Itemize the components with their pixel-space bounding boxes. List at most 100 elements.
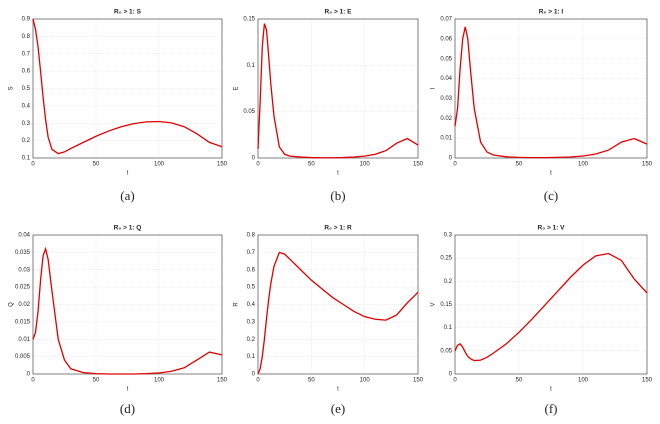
x-tick-label: 100: [154, 162, 165, 168]
y-tick-label: 0.06: [440, 36, 452, 42]
y-tick-label: 0.2: [444, 279, 453, 285]
plot-frame: [257, 234, 419, 375]
y-tick-label: 0.25: [440, 256, 452, 262]
data-line: [454, 26, 648, 159]
subfigure-caption: (d): [120, 401, 135, 416]
y-tick-label: 0: [449, 372, 453, 378]
subfigure-caption: (f): [545, 401, 558, 416]
y-tick-label: 0.8: [22, 34, 31, 40]
data-line: [257, 251, 419, 375]
y-tick-label: 0.01: [440, 136, 452, 142]
x-tick-label: 0: [256, 162, 260, 168]
x-axis-label: t: [337, 171, 339, 177]
y-tick-label: 0.01: [18, 337, 30, 343]
x-axis-label: t: [550, 387, 552, 393]
y-tick-label: 0.035: [15, 250, 31, 256]
y-tick-label: 0.005: [15, 354, 31, 360]
chart-title: R₀ > 1: Q: [114, 225, 142, 232]
y-axis-label: E: [234, 86, 240, 90]
x-tick-label: 150: [413, 378, 424, 384]
x-tick-label: 0: [31, 162, 35, 168]
subfigure-caption: (e): [331, 401, 345, 416]
chart-title: R₀ > 1: E: [325, 9, 353, 16]
y-tick-label: 0.02: [440, 116, 452, 122]
y-tick-label: 0.3: [247, 319, 256, 325]
x-tick-label: 150: [413, 162, 424, 168]
y-tick-label: 0.1: [22, 156, 31, 162]
y-tick-label: 0.6: [22, 69, 31, 75]
y-tick-label: 0.1: [444, 325, 453, 331]
x-tick-label: 50: [516, 162, 523, 168]
plot-frame: [454, 234, 648, 375]
y-tick-label: 0.7: [22, 51, 31, 57]
y-tick-label: 0.02: [18, 302, 30, 308]
x-axis-label: t: [550, 171, 552, 177]
y-tick-label: 0.2: [22, 138, 31, 144]
y-tick-label: 0.4: [22, 103, 31, 109]
y-tick-label: 0: [252, 372, 256, 378]
y-tick-label: 0.3: [444, 233, 453, 239]
y-axis-label: S: [9, 86, 15, 90]
x-tick-label: 100: [360, 378, 371, 384]
data-line: [32, 246, 223, 375]
y-tick-label: 0.1: [247, 354, 256, 360]
y-tick-label: 0.3: [22, 121, 31, 127]
x-tick-label: 150: [217, 378, 228, 384]
y-tick-label: 0: [449, 156, 453, 162]
y-tick-label: 0.6: [247, 267, 256, 273]
subfigure-caption: (a): [120, 188, 134, 203]
y-tick-label: 0.5: [22, 86, 31, 92]
x-axis-label: t: [337, 387, 339, 393]
x-tick-label: 50: [93, 378, 100, 384]
y-axis-label: V: [431, 302, 437, 306]
x-tick-label: 50: [93, 162, 100, 168]
y-axis-label: Q: [9, 302, 15, 307]
data-line: [32, 18, 223, 155]
y-tick-label: 0.5: [247, 285, 256, 291]
y-tick-label: 0.15: [440, 302, 452, 308]
x-tick-label: 0: [256, 378, 260, 384]
chart-title: R₀ > 1: R: [324, 225, 352, 232]
y-tick-label: 0.05: [440, 348, 452, 354]
y-tick-label: 0.7: [247, 250, 256, 256]
y-tick-label: 0.025: [15, 285, 31, 291]
x-tick-label: 100: [578, 162, 589, 168]
y-axis-label: I: [431, 87, 437, 89]
y-tick-label: 0.05: [243, 109, 255, 115]
y-tick-label: 0.03: [18, 267, 30, 273]
x-tick-label: 100: [154, 378, 165, 384]
y-tick-label: 0.04: [18, 233, 30, 239]
y-tick-label: 0.05: [440, 56, 452, 62]
y-axis-label: R: [234, 302, 240, 307]
x-tick-label: 0: [453, 162, 457, 168]
subfigure-caption: (c): [544, 188, 558, 203]
y-tick-label: 0.8: [247, 233, 256, 239]
x-tick-label: 150: [642, 162, 653, 168]
y-tick-label: 0.03: [440, 96, 452, 102]
x-tick-label: 100: [578, 378, 589, 384]
x-tick-label: 50: [308, 378, 315, 384]
x-tick-label: 0: [31, 378, 35, 384]
x-tick-label: 50: [308, 162, 315, 168]
x-tick-label: 150: [217, 162, 228, 168]
data-line: [454, 252, 648, 362]
chart-title: R₀ > 1: S: [114, 9, 142, 16]
x-axis-label: t: [127, 387, 129, 393]
y-tick-label: 0.1: [247, 63, 256, 69]
plot-frame: [32, 18, 223, 159]
chart-title: R₀ > 1: V: [538, 225, 566, 232]
y-tick-label: 0.04: [440, 76, 452, 82]
y-tick-label: 0: [27, 372, 31, 378]
y-tick-label: 0.07: [440, 17, 452, 23]
y-tick-label: 0.4: [247, 302, 256, 308]
x-tick-label: 50: [516, 378, 523, 384]
chart-title: R₀ > 1: I: [539, 9, 564, 16]
y-tick-label: 0: [252, 156, 256, 162]
y-tick-label: 0.2: [247, 337, 256, 343]
data-line: [257, 23, 419, 159]
x-tick-label: 150: [642, 378, 653, 384]
x-tick-label: 0: [453, 378, 457, 384]
plot-frame: [257, 18, 419, 159]
x-axis-label: t: [127, 171, 129, 177]
